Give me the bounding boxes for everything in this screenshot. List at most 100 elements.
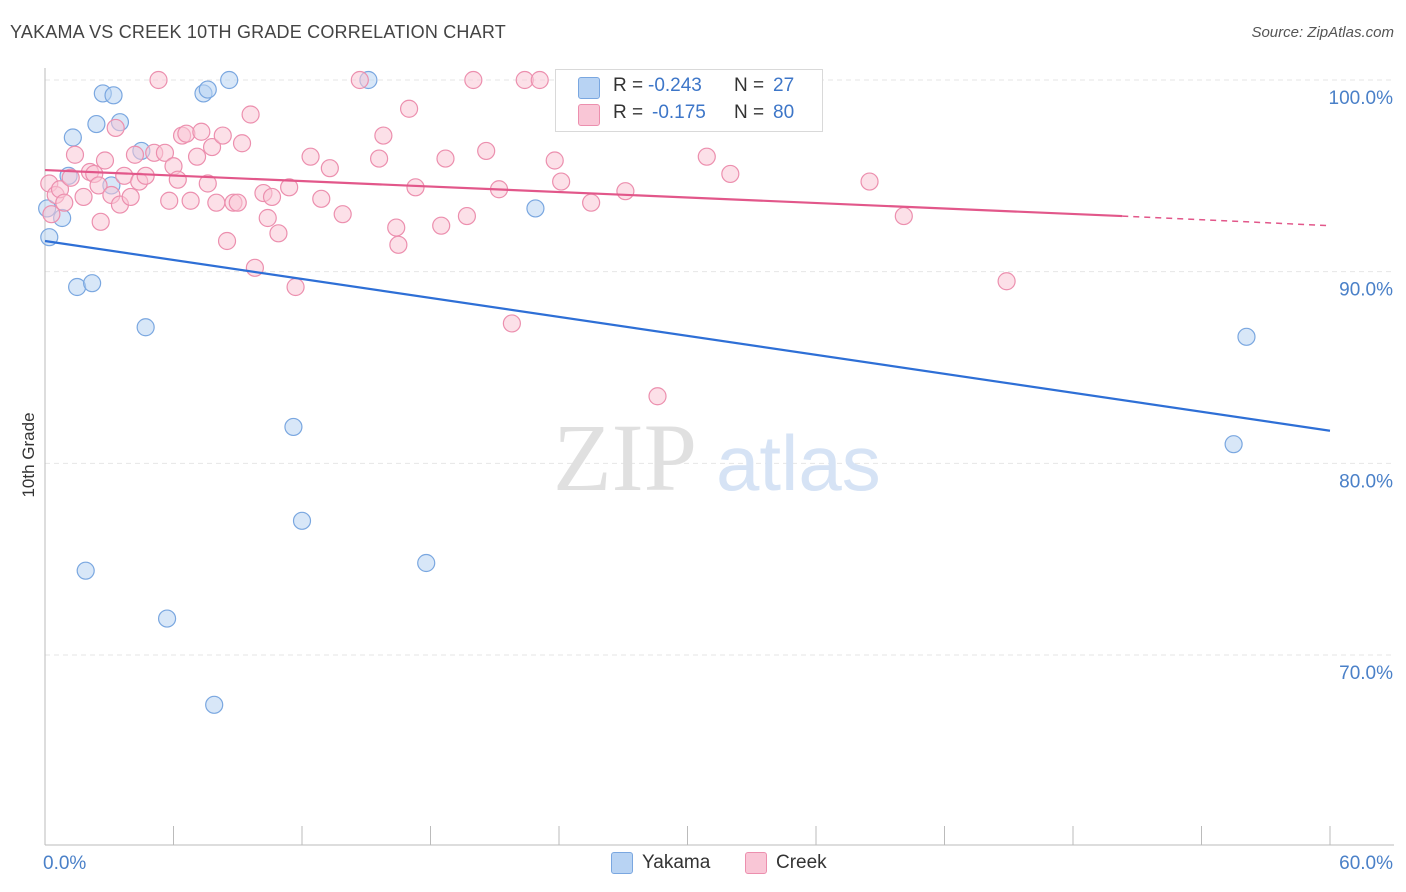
creek-point [192, 122, 211, 141]
yakama-point [292, 511, 312, 530]
yakama-point [76, 561, 95, 580]
yakama-point [157, 609, 177, 628]
creek-point [545, 151, 564, 170]
creek-point [370, 149, 389, 168]
yakama-point [198, 80, 217, 99]
legend-swatch-creek [578, 104, 600, 126]
yakama-point [104, 86, 123, 105]
creek-point [181, 191, 200, 210]
grid-lines [45, 79, 1394, 656]
yakama-point [63, 128, 82, 147]
correlation-legend: R = -0.243 N = 27 R = -0.175 N = 80 [555, 69, 823, 132]
creek-point [228, 193, 247, 212]
creek-point [241, 105, 260, 124]
creek-point [320, 159, 339, 178]
yakama-point [417, 553, 436, 573]
creek-point [207, 193, 226, 212]
creek-point [530, 70, 549, 90]
legend-n-label: N = [734, 75, 765, 96]
legend-n-value-creek: 80 [773, 102, 795, 123]
x-tick-label: 0.0% [43, 853, 86, 874]
x-tick-label: 60.0% [1339, 853, 1393, 874]
creek-point [55, 193, 74, 212]
creek-point [89, 176, 108, 195]
creek-point [61, 168, 80, 187]
creek-points [40, 70, 1016, 406]
creek-trend-line [44, 168, 1123, 218]
y-axis-label: 10th Grade [19, 412, 38, 497]
creek-point [648, 387, 667, 406]
legend-r-label: R = [613, 75, 644, 96]
creek-point [464, 70, 483, 90]
creek-point [374, 126, 393, 145]
yakama-point [87, 114, 106, 134]
creek-point [399, 99, 419, 118]
creek-point [301, 147, 320, 166]
creek-point [860, 172, 879, 191]
creek-point [432, 216, 451, 235]
tick-labels: 100.0% 90.0% 80.0% 70.0% 0.0% 60.0% [43, 88, 1393, 874]
creek-point [721, 164, 740, 184]
creek-point [269, 224, 288, 243]
legend-r-value-creek: -0.175 [652, 102, 706, 123]
creek-point [187, 147, 207, 166]
creek-point [125, 145, 145, 164]
yakama-point [1237, 327, 1256, 346]
bottom-legend-label-creek: Creek [776, 852, 827, 873]
yakama-point [83, 274, 102, 293]
creek-point [121, 187, 140, 207]
creek-point [95, 151, 115, 170]
legend-r-label: R = [613, 102, 644, 123]
creek-point [258, 208, 277, 228]
creek-point [333, 205, 352, 224]
creek-point [477, 141, 496, 161]
yakama-point [1224, 435, 1243, 454]
y-tick-label: 70.0% [1339, 663, 1393, 684]
yakama-point [284, 417, 303, 437]
creek-point [894, 206, 913, 226]
creek-point [616, 182, 635, 201]
creek-point [389, 235, 408, 254]
legend-swatch-yakama [578, 77, 600, 99]
creek-point [406, 178, 425, 197]
creek-point [136, 166, 155, 185]
creek-point [168, 170, 187, 189]
bottom-legend-label-yakama: Yakama [642, 852, 711, 873]
yakama-point [526, 199, 545, 218]
trend-lines [44, 168, 1331, 432]
yakama-point [220, 70, 239, 90]
yakama-point [205, 695, 224, 714]
axes [44, 68, 1394, 846]
creek-point [106, 118, 125, 138]
creek-point [502, 314, 521, 333]
creek-point [280, 178, 299, 197]
watermark: ZIP atlas [553, 404, 881, 511]
creek-point [387, 218, 406, 237]
yakama-point [68, 277, 87, 297]
y-tick-label: 80.0% [1339, 471, 1393, 492]
creek-point [213, 126, 232, 145]
creek-point [217, 231, 237, 251]
watermark-zip: ZIP [553, 404, 697, 511]
creek-point [74, 187, 93, 207]
creek-point [155, 143, 175, 162]
bottom-legend-swatch-creek [745, 852, 767, 874]
creek-point [202, 137, 222, 157]
yakama-trend-line [44, 239, 1331, 432]
legend-n-label: N = [734, 102, 765, 123]
creek-point [160, 191, 179, 210]
watermark-atlas: atlas [716, 419, 881, 507]
creek-point [232, 134, 252, 153]
creek-point [198, 174, 217, 193]
creek-point [997, 272, 1016, 291]
y-tick-label: 90.0% [1339, 280, 1393, 301]
creek-point [286, 277, 305, 297]
source-label: Source: ZipAtlas.com [1251, 24, 1394, 41]
y-tick-label: 100.0% [1329, 88, 1394, 109]
creek-point [262, 187, 282, 207]
creek-point [350, 70, 369, 90]
creek-point [582, 193, 601, 212]
yakama-point [136, 318, 155, 337]
creek-point [697, 147, 716, 166]
